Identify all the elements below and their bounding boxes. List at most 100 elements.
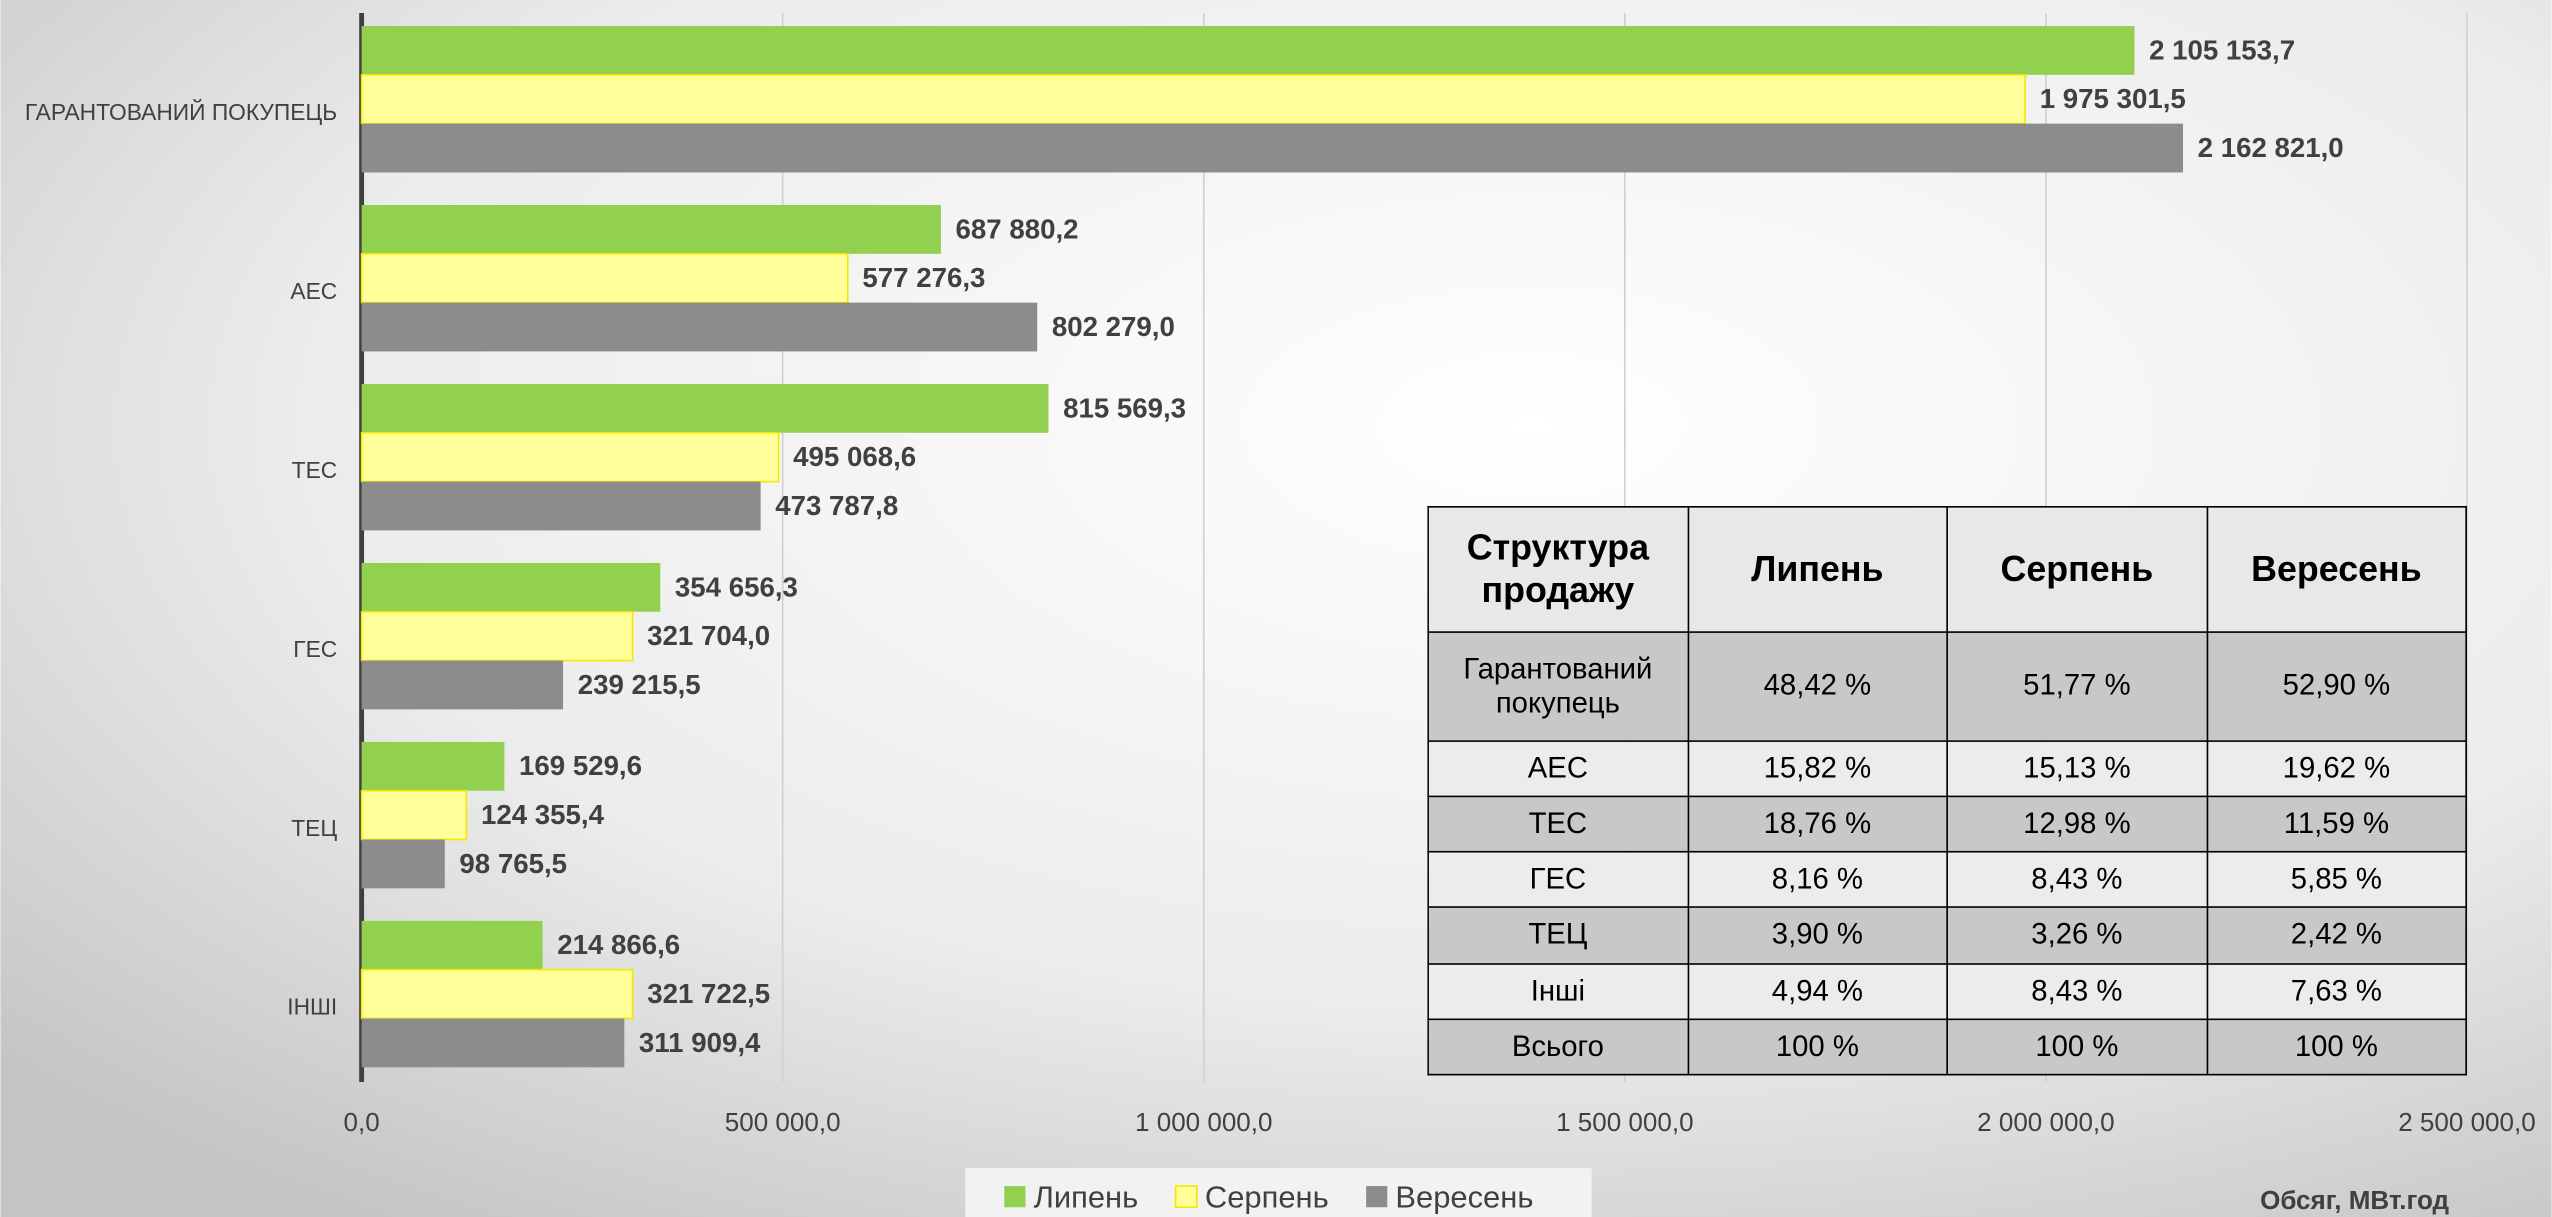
- table-cell: 2,42 %: [2205, 906, 2467, 965]
- data-label: 311 909,4: [639, 1027, 761, 1058]
- table-cell: 51,77 %: [1946, 631, 2208, 742]
- y-tick-label: АЕС: [290, 278, 337, 304]
- table-row: АЕС 15,82 % 15,13 % 19,62 %: [1427, 740, 2467, 798]
- data-label: 214 866,6: [557, 929, 680, 960]
- table-cell: 52,90 %: [2205, 631, 2467, 742]
- table-cell: 15,13 %: [1946, 740, 2208, 798]
- table-row: Гарантований покупець 48,42 % 51,77 % 52,90…: [1427, 631, 2467, 742]
- x-tick-label: 2 500 000,0: [2398, 1107, 2535, 1137]
- data-label: 169 529,6: [519, 750, 642, 781]
- table-cell: 48,42 %: [1686, 631, 1948, 742]
- legend-label: Липень: [1034, 1179, 1139, 1214]
- data-label: 321 704,0: [647, 620, 770, 651]
- table-cell: 8,43 %: [1946, 962, 2208, 1020]
- table-header-row: Структура продажу Липень Серпень Вересень: [1427, 505, 2467, 633]
- bar: [361, 302, 1038, 352]
- bar: [361, 920, 543, 970]
- table-header-cell: Вересень: [2205, 505, 2467, 633]
- table-cell: 19,62 %: [2205, 740, 2467, 798]
- legend-label: Вересень: [1395, 1179, 1533, 1214]
- y-tick-label: ТЕС: [292, 457, 338, 483]
- table-header-cell: Серпень: [1946, 505, 2208, 633]
- x-tick-label: 0,0: [344, 1107, 380, 1137]
- table-row: ТЕС 18,76 % 12,98 % 11,59 %: [1427, 795, 2467, 853]
- legend-box: [965, 1168, 1592, 1217]
- table-header-cell: Липень: [1686, 505, 1948, 633]
- data-label: 687 880,2: [956, 213, 1079, 244]
- table-cell: 8,43 %: [1946, 851, 2208, 909]
- table-cell: АЕС: [1427, 740, 1689, 798]
- legend-swatch: [1174, 1185, 1198, 1209]
- table-cell: ГЕС: [1427, 851, 1689, 909]
- table-cell: Інші: [1427, 962, 1689, 1020]
- x-tick-label: 2 000 000,0: [1977, 1107, 2114, 1137]
- data-label: 1 975 301,5: [2040, 83, 2186, 114]
- table-cell: 18,76 %: [1686, 795, 1948, 853]
- table-cell: 100 %: [1946, 1018, 2208, 1076]
- table: Структура продажу Липень Серпень Вересень Га…: [1427, 505, 2467, 1076]
- legend-swatch: [1366, 1186, 1388, 1208]
- data-label: 2 162 821,0: [2198, 132, 2344, 163]
- table-cell: 8,16 %: [1686, 851, 1948, 909]
- table-cell: 12,98 %: [1946, 795, 2208, 853]
- bar: [361, 1018, 625, 1068]
- table-cell: 15,82 %: [1686, 740, 1948, 798]
- bar: [361, 383, 1049, 433]
- table-row: ГЕС 8,16 % 8,43 % 5,85 %: [1427, 851, 2467, 909]
- data-label: 124 355,4: [481, 799, 605, 830]
- table-row: ТЕЦ 3,90 % 3,26 % 2,42 %: [1427, 906, 2467, 965]
- table-cell: ТЕС: [1427, 795, 1689, 853]
- table-cell: Гарантований покупець: [1427, 631, 1689, 742]
- table-cell: 3,90 %: [1686, 906, 1948, 965]
- data-label: 495 068,6: [793, 441, 916, 472]
- bar: [361, 660, 564, 710]
- data-label: 354 656,3: [675, 571, 798, 602]
- bar: [361, 481, 761, 531]
- bar: [360, 252, 849, 304]
- table-cell: 100 %: [1686, 1018, 1948, 1076]
- bar: [361, 562, 661, 612]
- table-cell: 7,63 %: [2205, 962, 2467, 1020]
- table-cell: 3,26 %: [1946, 906, 2208, 965]
- legend-swatch: [1004, 1186, 1026, 1208]
- bar: [361, 205, 941, 254]
- table-row: Всього 100 % 100 % 100 %: [1427, 1018, 2467, 1076]
- table-box: Структура продажу Липень Серпень Вересень Га…: [1427, 505, 2468, 1076]
- y-tick-label: ТЕЦ: [291, 815, 337, 841]
- bar: [360, 610, 634, 662]
- bar: [361, 123, 2184, 173]
- data-label: 98 765,5: [459, 848, 567, 879]
- table-cell: 5,85 %: [2205, 851, 2467, 909]
- table-cell: 100 %: [2205, 1018, 2467, 1076]
- y-tick-label: ГЕС: [293, 636, 337, 662]
- x-tick-label: 1 000 000,0: [1135, 1107, 1272, 1137]
- table-cell: 4,94 %: [1686, 962, 1948, 1020]
- table-row: Інші 4,94 % 8,43 % 7,63 %: [1427, 962, 2467, 1020]
- bar: [360, 431, 780, 483]
- bar: [361, 26, 2135, 75]
- table-header-cell: Структура продажу: [1427, 505, 1689, 633]
- data-label: 2 105 153,7: [2149, 34, 2295, 65]
- axis-title: Обсяг, МВт.год: [2260, 1185, 2449, 1215]
- bar: [361, 839, 445, 889]
- y-tick-label: ГАРАНТОВАНИЙ ПОКУПЕЦЬ: [25, 99, 337, 125]
- bar: [360, 74, 2026, 125]
- data-label: 239 215,5: [578, 669, 701, 700]
- x-tick-label: 500 000,0: [725, 1107, 841, 1137]
- y-tick-label: ІНШІ: [287, 994, 337, 1020]
- data-label: 473 787,8: [775, 490, 898, 521]
- bar: [360, 968, 634, 1020]
- data-label: 802 279,0: [1052, 311, 1175, 342]
- bar: [361, 741, 505, 791]
- table-cell: 11,59 %: [2205, 795, 2467, 853]
- x-tick-label: 1 500 000,0: [1556, 1107, 1693, 1137]
- data-label: 321 722,5: [647, 978, 770, 1009]
- table-cell: Всього: [1427, 1018, 1689, 1076]
- table-cell: ТЕЦ: [1427, 906, 1689, 965]
- bar: [360, 789, 468, 841]
- data-label: 815 569,3: [1063, 392, 1186, 423]
- data-label: 577 276,3: [862, 262, 985, 293]
